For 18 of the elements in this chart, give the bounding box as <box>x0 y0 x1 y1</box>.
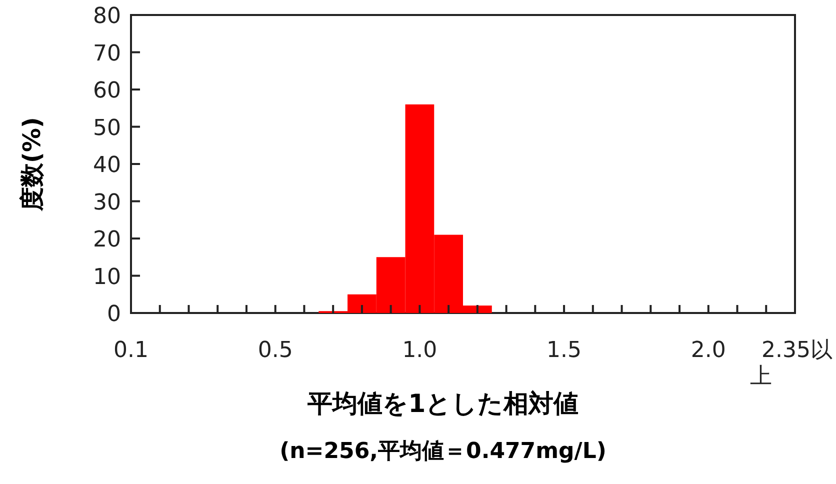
y-tick-label: 10 <box>93 264 121 290</box>
y-tick-label: 40 <box>93 153 121 178</box>
x-tick-label: 1.5 <box>546 338 582 363</box>
y-tick-label: 20 <box>93 228 121 252</box>
x-axis-title: 平均値を1とした相対値 <box>306 389 579 418</box>
y-tick-label: 30 <box>93 190 121 216</box>
y-tick-label: 80 <box>93 4 121 29</box>
y-axis-title: 度数(%) <box>18 117 46 212</box>
text: (n=256,平均値＝0.477mg/L) <box>280 439 606 464</box>
x-tick-label: 0.5 <box>258 338 293 363</box>
x-tick-label: 2.0 <box>690 338 726 363</box>
y-tick-label: 50 <box>93 116 121 141</box>
y-tick-label: 60 <box>93 78 121 104</box>
y-tick-label: 70 <box>93 41 121 66</box>
x-tick-label: 0.1 <box>114 338 148 363</box>
y-tick-label: 0 <box>107 302 121 327</box>
x-tick-label: 2.35以上 <box>750 338 832 389</box>
x-tick-label: 1.0 <box>402 338 438 363</box>
